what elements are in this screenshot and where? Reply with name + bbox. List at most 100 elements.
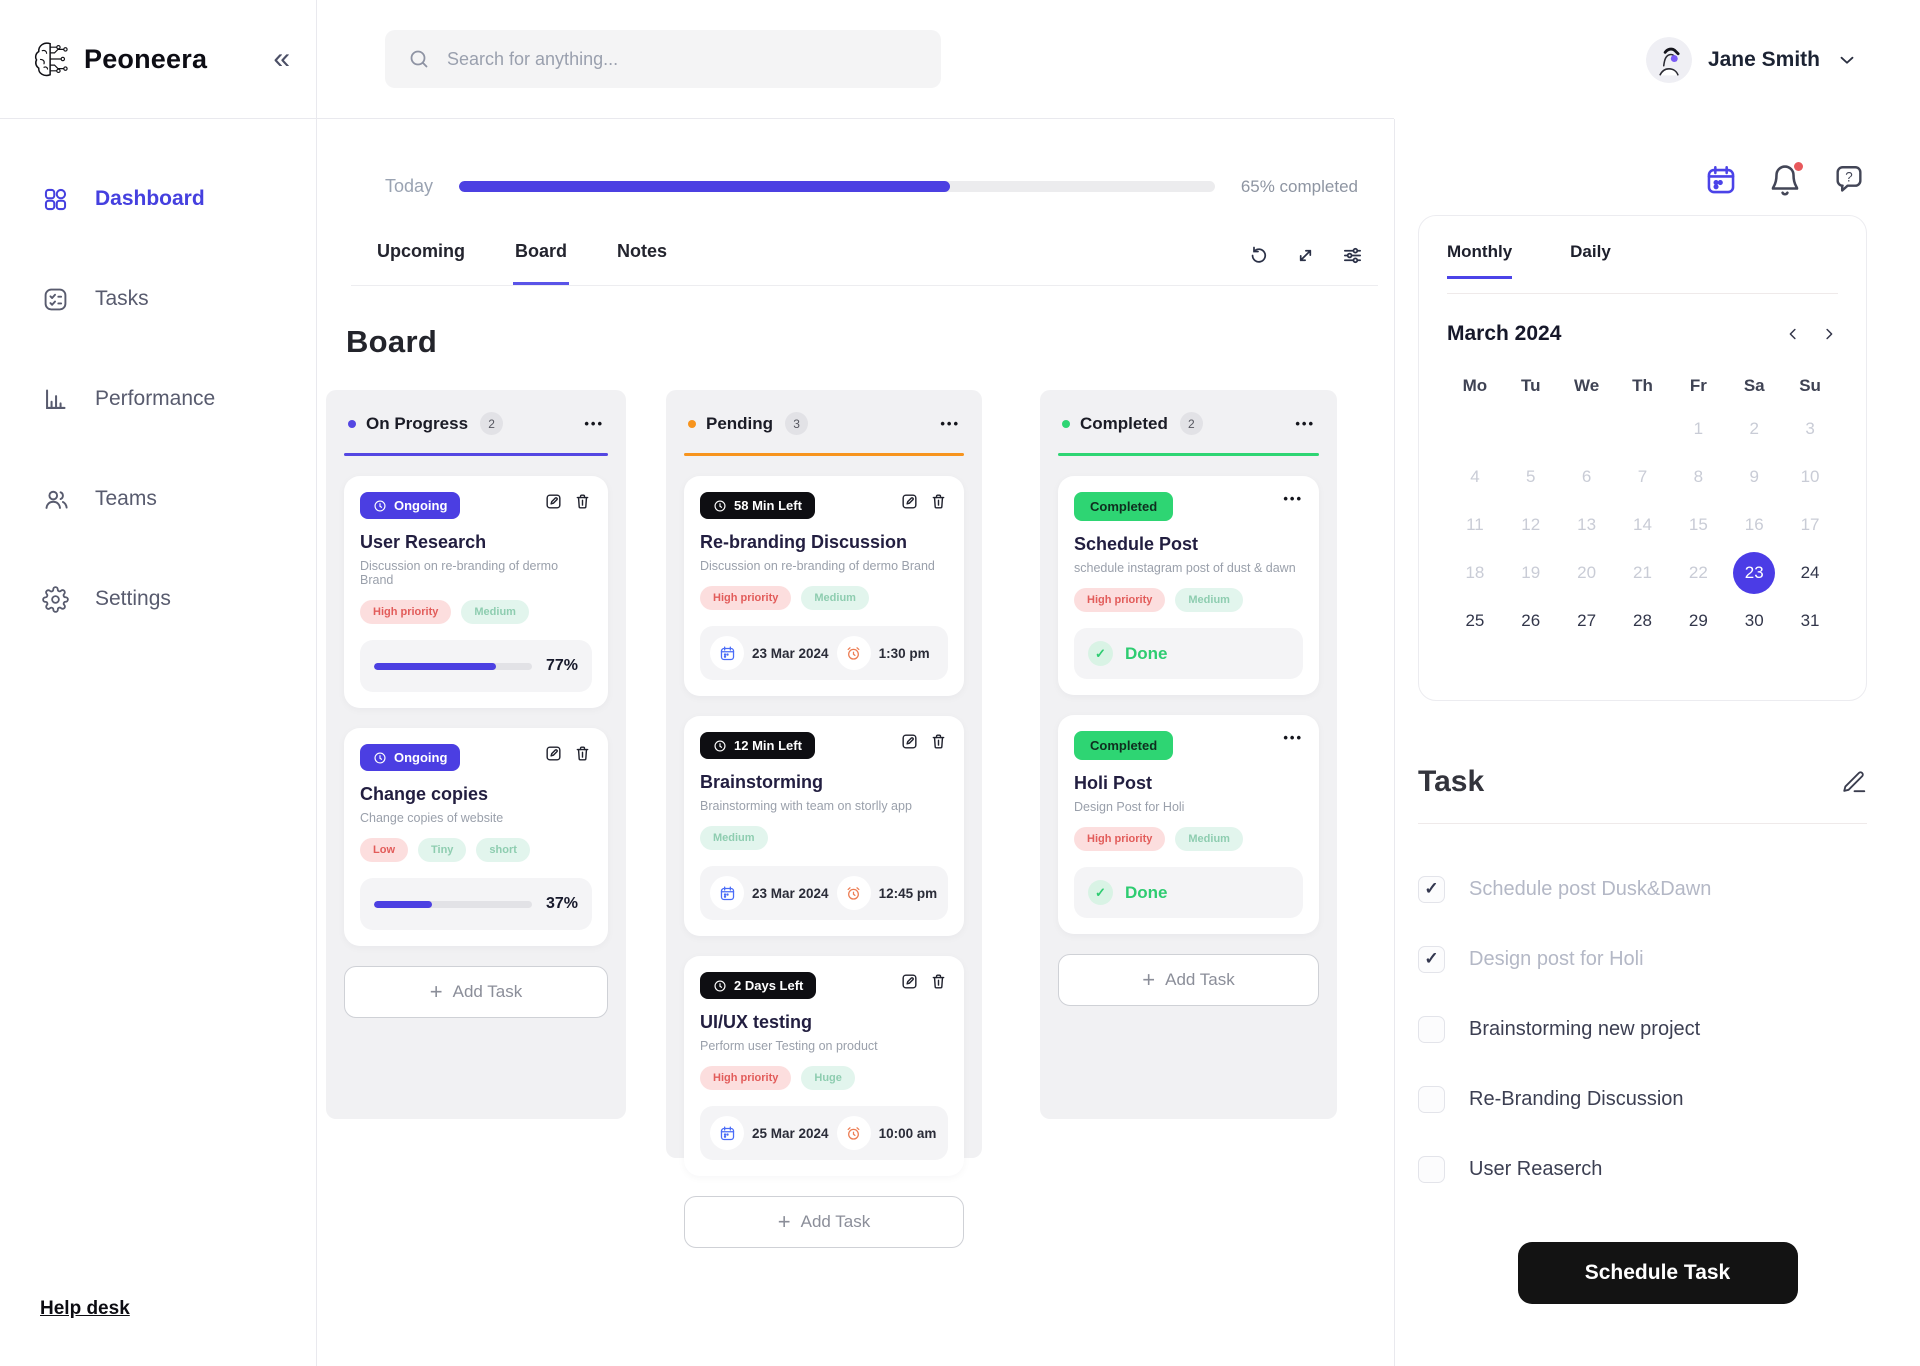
calendar-day[interactable]: 22 [1688, 563, 1708, 582]
edit-pencil-icon[interactable] [1841, 769, 1867, 795]
help-icon[interactable]: ? [1832, 163, 1866, 197]
sidebar-item-tasks[interactable]: Tasks [0, 249, 316, 349]
calendar-day[interactable]: 4 [1470, 467, 1480, 486]
task-card[interactable]: Completed Schedule Post schedule instagr… [1058, 476, 1319, 695]
calendar-day[interactable]: 10 [1800, 467, 1820, 486]
tab-daily[interactable]: Daily [1570, 242, 1611, 279]
checkbox-icon[interactable] [1418, 1085, 1445, 1113]
calendar-day[interactable]: 27 [1577, 611, 1597, 630]
delete-icon[interactable] [929, 492, 948, 511]
task-checklist-item[interactable]: User Reaserch [1418, 1134, 1920, 1204]
prev-month-icon[interactable] [1784, 325, 1802, 343]
tab-notes[interactable]: Notes [615, 237, 669, 285]
date-chip: 25 Mar 2024 [710, 1116, 829, 1150]
delete-icon[interactable] [573, 744, 592, 763]
priority-tag: Low [360, 838, 408, 862]
tab-board[interactable]: Board [513, 237, 570, 285]
calendar-day[interactable]: 3 [1805, 419, 1815, 438]
calendar-day[interactable]: 18 [1465, 563, 1485, 582]
date-chip: 23 Mar 2024 [710, 636, 829, 670]
gear-icon [42, 585, 69, 613]
task-checklist-item[interactable]: Re-Branding Discussion [1418, 1064, 1920, 1134]
calendar-day[interactable]: 7 [1637, 467, 1648, 486]
tab-monthly[interactable]: Monthly [1447, 242, 1513, 279]
user-menu[interactable]: Jane Smith [1394, 0, 1920, 119]
card-menu-button[interactable] [1283, 731, 1303, 744]
column-menu-button[interactable] [584, 417, 604, 430]
edit-icon[interactable] [544, 744, 563, 763]
calendar-day[interactable]: 23 [1733, 552, 1776, 594]
calendar-day[interactable]: 5 [1526, 467, 1536, 486]
calendar-day[interactable]: 29 [1688, 611, 1708, 630]
task-card[interactable]: 2 Days Left UI/UX testing Perform us [684, 956, 964, 1176]
clock-icon [714, 499, 726, 512]
edit-icon[interactable] [544, 492, 563, 511]
add-task-button[interactable]: Add Task [684, 1196, 964, 1248]
task-checklist-item[interactable]: Design post for Holi [1418, 924, 1920, 994]
checkbox-icon[interactable] [1418, 875, 1445, 903]
checkbox-icon[interactable] [1418, 1155, 1445, 1183]
add-task-button[interactable]: Add Task [1058, 954, 1319, 1006]
filter-sliders-icon[interactable] [1341, 244, 1364, 267]
main-area: Today 65% completed Upcoming Board Notes [317, 0, 1394, 1366]
next-month-icon[interactable] [1820, 325, 1838, 343]
calendar-day[interactable]: 30 [1744, 611, 1764, 630]
calendar-day[interactable]: 1 [1693, 419, 1704, 438]
calendar-day[interactable]: 25 [1465, 611, 1485, 630]
task-section-title: Task [1418, 765, 1485, 798]
calendar-day[interactable]: 24 [1800, 563, 1820, 582]
notifications-bell-icon[interactable] [1768, 162, 1803, 197]
view-tabs: Upcoming Board Notes [351, 237, 1378, 286]
refresh-icon[interactable] [1247, 244, 1270, 267]
edit-icon[interactable] [900, 972, 919, 991]
calendar-day[interactable]: 31 [1800, 611, 1820, 630]
calendar-day[interactable]: 28 [1633, 611, 1652, 630]
column-menu-button[interactable] [940, 417, 960, 430]
delete-icon[interactable] [929, 732, 948, 751]
calendar-day[interactable]: 9 [1749, 467, 1759, 486]
task-card[interactable]: 12 Min Left Brainstorming Brainstorm [684, 716, 964, 936]
calendar-day[interactable]: 17 [1800, 515, 1820, 534]
calendar-day[interactable]: 16 [1744, 515, 1764, 534]
tab-upcoming[interactable]: Upcoming [375, 237, 467, 285]
task-card[interactable]: Completed Holi Post Design Post for Holi… [1058, 715, 1319, 934]
task-checklist-item[interactable]: Schedule post Dusk&Dawn [1418, 854, 1920, 924]
calendar-day[interactable]: 15 [1688, 515, 1708, 534]
checkbox-icon[interactable] [1418, 945, 1445, 973]
calendar-day[interactable]: 19 [1521, 563, 1541, 582]
edit-icon[interactable] [900, 732, 919, 751]
calendar-icon[interactable] [1704, 163, 1738, 197]
add-task-button[interactable]: Add Task [344, 966, 608, 1018]
calendar-day[interactable]: 20 [1577, 563, 1597, 582]
expand-icon[interactable] [1294, 244, 1317, 267]
size-tag: short [476, 838, 530, 862]
calendar-day[interactable]: 12 [1521, 515, 1541, 534]
task-card[interactable]: Ongoing Change copies Change copies [344, 728, 608, 946]
card-menu-button[interactable] [1283, 492, 1303, 505]
delete-icon[interactable] [929, 972, 948, 991]
calendar-day[interactable]: 21 [1633, 563, 1652, 582]
column-menu-button[interactable] [1295, 417, 1315, 430]
task-checklist-item[interactable]: Brainstorming new project [1418, 994, 1920, 1064]
help-desk-link[interactable]: Help desk [40, 1298, 130, 1319]
task-card[interactable]: Ongoing User Research Discussion on [344, 476, 608, 708]
calendar-day[interactable]: 11 [1466, 515, 1484, 534]
sidebar-item-dashboard[interactable]: Dashboard [0, 149, 316, 249]
edit-icon[interactable] [900, 492, 919, 511]
calendar-day[interactable]: 14 [1633, 515, 1652, 534]
calendar-day[interactable]: 26 [1521, 611, 1541, 630]
calendar-day[interactable]: 13 [1577, 515, 1597, 534]
checkbox-icon[interactable] [1418, 1015, 1445, 1043]
schedule-task-button[interactable]: Schedule Task [1517, 1242, 1798, 1304]
delete-icon[interactable] [573, 492, 592, 511]
sidebar-item-settings[interactable]: Settings [0, 549, 316, 649]
sidebar-item-performance[interactable]: Performance [0, 349, 316, 449]
calendar-day[interactable]: 8 [1693, 467, 1704, 486]
calendar-day[interactable]: 2 [1749, 419, 1759, 438]
task-card[interactable]: 58 Min Left Re-branding Discussion D [684, 476, 964, 696]
sidebar-collapse-button[interactable] [273, 44, 290, 74]
sidebar-item-teams[interactable]: Teams [0, 449, 316, 549]
calendar-day[interactable]: 6 [1581, 467, 1592, 486]
size-tag: Medium [461, 600, 529, 624]
search-input[interactable] [447, 48, 919, 70]
